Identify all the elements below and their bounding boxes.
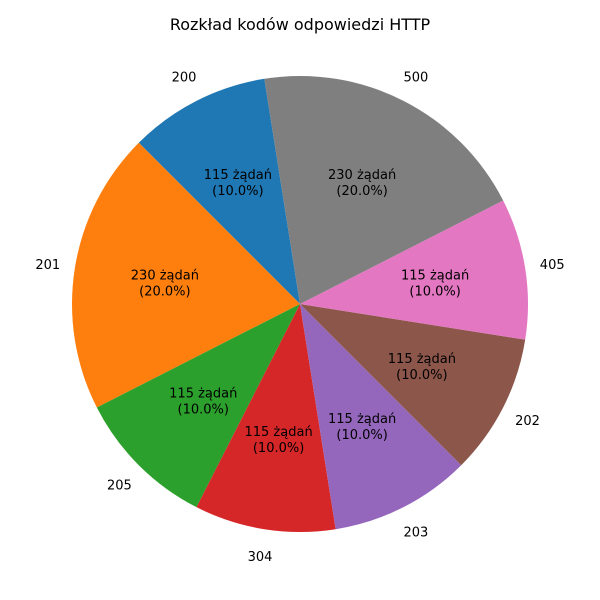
- slice-category-label-201: 201: [35, 258, 60, 273]
- slice-category-label-203: 203: [404, 526, 429, 541]
- pie-slice-200: [138, 78, 300, 304]
- pie-slice-405: [300, 200, 528, 340]
- pie-slice-203: [300, 304, 462, 530]
- slice-value-label-500: 230 żądań (20.0%): [328, 168, 396, 199]
- pie-slice-304: [196, 304, 336, 532]
- pie-slice-201: [71, 142, 300, 408]
- pie-slices: [71, 75, 528, 532]
- slice-category-label-500: 500: [404, 70, 429, 85]
- slice-value-label-203: 115 żądań (10.0%): [328, 412, 396, 443]
- slice-value-label-304: 115 żądań (10.0%): [244, 425, 312, 456]
- slice-value-label-200: 115 żądań (10.0%): [204, 168, 272, 199]
- pie-outer-labels: 200 201 205 304 203 202 405 500: [35, 70, 564, 565]
- slice-category-label-304: 304: [248, 550, 273, 565]
- slice-category-label-205: 205: [107, 479, 132, 494]
- slice-value-label-205: 115 żądań (10.0%): [169, 387, 237, 418]
- chart-title: Rozkład kodów odpowiedzi HTTP: [170, 15, 431, 34]
- slice-value-label-201: 230 żądań (20.0%): [131, 269, 199, 300]
- slice-category-label-202: 202: [515, 414, 540, 429]
- pie-slice-500: [264, 75, 504, 304]
- pie-inner-labels: 115 żądań (10.0%) 230 żądań (20.0%) 115 żąda…: [131, 168, 469, 456]
- slice-category-label-405: 405: [540, 258, 565, 273]
- slice-value-label-202: 115 żądań (10.0%): [388, 352, 456, 383]
- slice-value-label-405: 115 żądań (10.0%): [401, 269, 469, 300]
- slice-category-label-200: 200: [172, 70, 197, 85]
- pie-slice-202: [300, 304, 526, 466]
- pie-slice-205: [96, 304, 300, 508]
